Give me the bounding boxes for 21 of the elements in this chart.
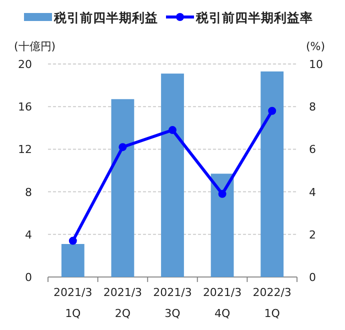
- ytick: 8: [25, 186, 32, 199]
- xtick: 2021/3 4Q: [202, 286, 242, 320]
- xtick: 2022/3 1Q: [252, 286, 292, 320]
- y2label: (%): [306, 40, 326, 53]
- ylabel: (十億円): [14, 40, 56, 53]
- xtick: 2021/3 1Q: [54, 286, 92, 320]
- ytick: 20: [18, 58, 32, 71]
- ytick: 12: [18, 143, 32, 156]
- ytick: 16: [18, 100, 32, 114]
- y2tick: 6: [309, 143, 316, 156]
- legend-label: 税引前四半期利益率: [196, 10, 313, 25]
- y2tick: 8: [309, 100, 316, 114]
- y2tick: 10: [309, 58, 323, 71]
- ytick: 0: [25, 271, 32, 284]
- y2tick: 4: [309, 186, 316, 199]
- y2tick: 2: [309, 228, 316, 242]
- ytick: 4: [25, 228, 32, 242]
- xtick: 2021/3 2Q: [103, 286, 142, 320]
- xtick: 2021/3 3Q: [153, 286, 192, 320]
- legend-label: 税引前四半期利益: [54, 10, 158, 25]
- y2tick: 0: [309, 271, 316, 284]
